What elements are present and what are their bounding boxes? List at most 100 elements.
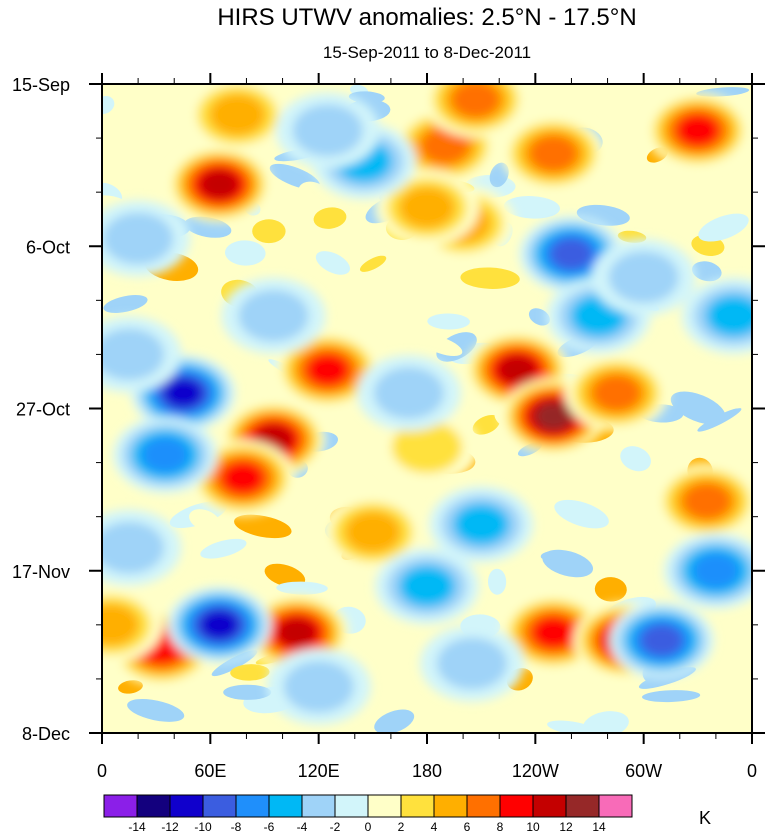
y-tick-label: 15-Sep	[12, 75, 70, 95]
anomaly-contour-level	[705, 294, 752, 337]
colorbar-label: -10	[194, 820, 212, 834]
anomaly-contour-level	[497, 355, 537, 385]
y-tick-label: 27-Oct	[16, 400, 70, 420]
anomaly-texture-cell	[264, 563, 306, 588]
anomaly-texture-cell	[381, 329, 410, 347]
colorbar-label: -6	[264, 820, 275, 834]
colorbar-swatch	[499, 794, 534, 818]
anomaly-texture-cell	[420, 335, 463, 357]
anomaly-texture-cell	[230, 664, 270, 681]
anomaly-contour-level	[399, 186, 455, 229]
anomaly-feature	[275, 92, 380, 169]
colorbar-label: 12	[559, 820, 573, 834]
anomaly-texture-cell	[234, 514, 292, 539]
colorbar-label: 0	[365, 820, 372, 834]
anomaly-contour-level	[209, 94, 266, 136]
anomaly-contour-level	[306, 353, 350, 387]
plot-area	[102, 84, 752, 733]
anomaly-texture-cell	[554, 499, 609, 529]
anomaly-contour-level	[682, 483, 731, 520]
colorbar-swatch	[400, 794, 435, 818]
anomaly-feature	[320, 494, 425, 571]
anomaly-texture-cell	[487, 568, 507, 595]
colorbar-label: -8	[231, 820, 242, 834]
anomaly-contour-level	[373, 367, 445, 419]
colorbar-swatch	[598, 794, 633, 818]
colorbar-swatch	[268, 794, 303, 818]
anomaly-feature	[167, 586, 272, 663]
anomaly-contour-level	[691, 552, 740, 589]
anomaly-contour-level	[102, 328, 165, 381]
colorbar-swatch	[532, 794, 567, 818]
anomaly-texture-cell	[276, 581, 328, 595]
colorbar-swatch	[334, 794, 369, 818]
colorbar-label: 14	[592, 820, 606, 834]
anomaly-feature	[564, 355, 669, 431]
x-tick-label: 60W	[625, 761, 662, 781]
anomaly-contour-level	[549, 237, 593, 271]
anomaly-feature	[591, 239, 696, 316]
colorbar-swatch	[235, 794, 270, 818]
colorbar-label: -4	[297, 820, 308, 834]
anomaly-texture-cell	[288, 85, 311, 96]
anomaly-feature	[102, 316, 182, 393]
colorbar-swatch	[301, 794, 336, 818]
anomaly-texture-cell	[225, 240, 266, 266]
anomaly-contour-level	[141, 436, 190, 473]
anomaly-contour-level	[391, 421, 463, 474]
anomaly-texture-cell	[223, 684, 272, 700]
anomaly-feature	[266, 648, 371, 725]
anomaly-contour-level	[238, 289, 309, 342]
anomaly-texture-cell	[697, 407, 742, 432]
anomaly-texture-cell	[200, 538, 247, 559]
colorbar-label: -2	[330, 820, 341, 834]
anomaly-feature	[375, 548, 479, 625]
anomaly-texture-cell	[359, 255, 387, 272]
chart-subtitle: 15-Sep-2011 to 8-Dec-2011	[323, 43, 531, 62]
anomaly-contour-level	[283, 660, 354, 713]
anomaly-contour-level	[640, 624, 684, 657]
anomaly-texture-cell	[547, 720, 598, 733]
anomaly-texture-cell	[489, 162, 509, 188]
anomaly-contour-level	[199, 169, 240, 200]
anomaly-feature	[167, 146, 272, 223]
y-tick-label: 17-Nov	[12, 562, 70, 582]
x-tick-label: 120W	[512, 761, 559, 781]
anomaly-contour-level	[436, 637, 508, 690]
anomaly-contour-level	[199, 609, 240, 640]
anomaly-texture-cell	[252, 219, 286, 244]
anomaly-texture-cell	[167, 283, 200, 301]
colorbar-label: -14	[128, 820, 146, 834]
anomaly-texture-cell	[528, 308, 550, 326]
anomaly-feature	[275, 331, 380, 408]
anomaly-contour-level	[102, 521, 165, 574]
anomaly-texture-cell	[620, 446, 651, 472]
anomaly-feature	[311, 123, 416, 200]
anomaly-texture-cell	[372, 606, 396, 633]
anomaly-texture-cell	[374, 709, 415, 733]
anomaly-contour-level	[535, 402, 572, 431]
colorbar-swatch	[169, 794, 204, 818]
anomaly-feature	[429, 486, 534, 563]
colorbar-swatch	[103, 794, 138, 818]
anomaly-texture-cell	[118, 680, 143, 694]
anomaly-texture-cell	[210, 238, 229, 250]
anomaly-feature	[185, 84, 290, 153]
anomaly-contour-level	[529, 135, 578, 172]
anomaly-feature	[663, 532, 752, 609]
colorbar-swatch	[565, 794, 600, 818]
chart-title: HIRS UTWV anomalies: 2.5°N - 17.5°N	[217, 4, 636, 31]
anomaly-contour-level	[163, 378, 203, 408]
anomaly-feature	[420, 625, 525, 702]
anomaly-texture-cell	[594, 577, 627, 602]
anomaly-feature	[645, 92, 750, 169]
anomaly-contour-level	[608, 251, 679, 304]
anomaly-texture-cell	[540, 551, 559, 561]
anomaly-texture-cell	[341, 230, 398, 259]
anomaly-contour-level	[531, 616, 575, 649]
anomaly-feature	[654, 463, 752, 540]
anomaly-feature	[356, 355, 461, 431]
anomaly-texture-cell	[503, 196, 560, 219]
anomaly-contour-level	[676, 114, 720, 147]
anomaly-texture-cell	[460, 267, 520, 289]
